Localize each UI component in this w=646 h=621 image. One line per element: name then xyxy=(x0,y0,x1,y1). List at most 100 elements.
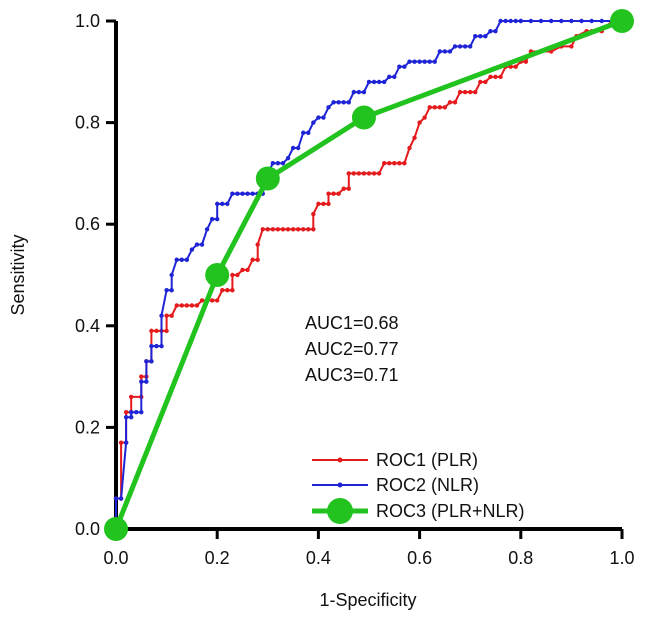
series-1-point xyxy=(179,303,184,308)
series-1-point xyxy=(255,242,260,247)
series-1-point xyxy=(209,298,215,303)
series-1-point xyxy=(397,161,402,166)
series-line-3 xyxy=(113,18,623,530)
series-2-point xyxy=(154,343,159,349)
series-1-point xyxy=(483,79,488,85)
series-2-point xyxy=(118,496,124,501)
series-2-point xyxy=(159,343,164,349)
series-1-point xyxy=(295,227,301,232)
series-2-point xyxy=(179,257,184,262)
series-1-point xyxy=(523,59,529,64)
series-2-point xyxy=(442,49,448,54)
series-2-point xyxy=(336,100,341,105)
series-1-point xyxy=(189,303,195,308)
series-1-point xyxy=(361,171,367,176)
series-line-2 xyxy=(115,20,622,529)
series-1-point xyxy=(316,201,321,207)
plot-area xyxy=(104,9,634,541)
series-2-point xyxy=(220,201,225,207)
series-2-point xyxy=(306,130,311,135)
series-line-1 xyxy=(115,20,622,529)
series-2-point xyxy=(457,44,463,49)
series-2-point xyxy=(488,28,493,34)
series-2-point xyxy=(144,359,149,364)
y-tick-label: 0.6 xyxy=(75,214,100,234)
series-2-point xyxy=(230,191,235,196)
series-1-point xyxy=(164,313,169,318)
series-2-point xyxy=(498,18,503,24)
series-1-point xyxy=(194,303,200,308)
series-2-point xyxy=(275,161,281,166)
series-2-point xyxy=(548,18,554,24)
series-1-point xyxy=(346,171,351,176)
series-3-point xyxy=(104,517,128,541)
series-1-point xyxy=(306,227,311,232)
series-2-point xyxy=(468,44,473,49)
series-2-point xyxy=(149,359,154,364)
series-1-point xyxy=(427,105,432,110)
series-1-point xyxy=(290,227,296,232)
series-1-point xyxy=(128,394,134,400)
series-2-point xyxy=(215,216,220,222)
series-2-point xyxy=(518,18,523,24)
series-1-point xyxy=(311,211,316,217)
legend: ROC1 (PLR) ROC2 (NLR) ROC3 (PLR+NLR) xyxy=(312,450,525,524)
series-2-point xyxy=(589,18,594,24)
series-2-point xyxy=(397,64,402,69)
series-1-point xyxy=(118,440,124,445)
series-2-point xyxy=(285,155,291,161)
series-2-point xyxy=(139,409,144,415)
x-tick-label: 1.0 xyxy=(609,548,634,568)
series-2-point xyxy=(331,100,336,105)
series-1-point xyxy=(250,257,255,262)
axes xyxy=(114,21,622,531)
legend-marker-1 xyxy=(337,457,343,463)
series-2-point xyxy=(392,74,397,80)
series-1-point xyxy=(235,272,240,278)
series-1-point xyxy=(412,135,417,141)
series-1-point xyxy=(452,100,458,105)
series-2-point xyxy=(422,59,427,64)
series-2-point xyxy=(270,161,276,166)
series-1-point xyxy=(447,100,453,105)
series-2-point xyxy=(290,145,296,151)
series-1-point xyxy=(280,227,286,232)
series-2-point xyxy=(341,100,346,105)
series-2-point xyxy=(113,496,119,501)
series-1-point xyxy=(478,79,483,85)
series-1-point xyxy=(285,227,291,232)
series-2-point xyxy=(250,191,255,196)
series-1-point xyxy=(462,89,468,95)
auc1-annotation: AUC1=0.68 xyxy=(305,313,399,333)
series-2-point xyxy=(280,161,286,166)
series-2-point xyxy=(503,18,508,24)
series-1-point xyxy=(260,227,265,232)
y-axis-title: Sensitivity xyxy=(8,234,28,315)
series-1-point xyxy=(123,409,129,415)
series-1-point xyxy=(225,288,230,293)
series-1-point xyxy=(513,64,518,69)
legend-label-3: ROC3 (PLR+NLR) xyxy=(376,501,525,521)
legend-label-1: ROC1 (PLR) xyxy=(376,450,478,470)
series-2-point xyxy=(366,79,372,85)
series-1-point xyxy=(341,186,346,191)
series-1-point xyxy=(346,186,351,191)
series-1-point xyxy=(321,201,326,207)
series-2-point xyxy=(447,49,453,54)
x-tick-label: 0.6 xyxy=(407,548,432,568)
series-3-point xyxy=(255,166,280,191)
series-2-point xyxy=(225,201,230,207)
series-1-point xyxy=(356,171,362,176)
series-1-point xyxy=(493,74,498,80)
series-1-point xyxy=(381,161,387,166)
x-axis-title: 1-Specificity xyxy=(319,590,416,610)
series-2-point xyxy=(235,191,240,196)
series-2-point xyxy=(437,49,443,54)
series-2-point xyxy=(579,18,584,24)
series-2-point xyxy=(326,105,331,110)
series-1-point xyxy=(422,115,427,120)
series-1-point xyxy=(255,257,260,262)
series-1-point xyxy=(402,161,407,166)
series-2-point xyxy=(381,79,387,85)
